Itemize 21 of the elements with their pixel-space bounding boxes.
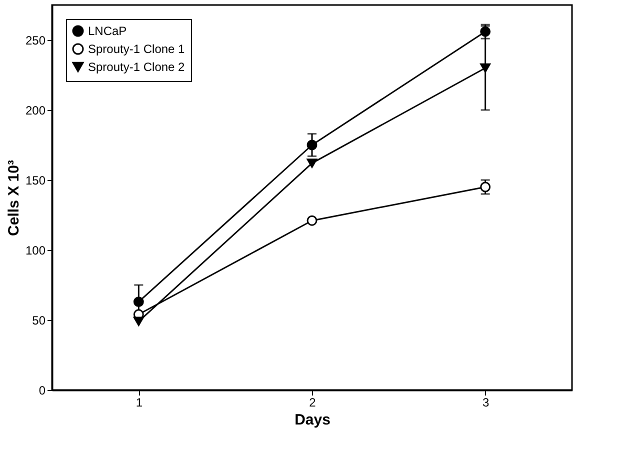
point [306, 158, 318, 168]
y-tick-label: 0 [38, 384, 46, 398]
y-tick-label: 150 [25, 174, 46, 188]
point [480, 63, 491, 73]
legend-label: Sprouty-1 Clone 1 [88, 42, 186, 56]
legend-label: LNCaP [88, 24, 127, 38]
x-tick-label: 1 [136, 396, 143, 410]
y-tick-label: 200 [25, 104, 46, 118]
y-tick-label: 100 [25, 244, 46, 258]
x-tick-label: 2 [309, 396, 316, 410]
legend-label: Sprouty-1 Clone 2 [88, 60, 186, 74]
x-axis-title: Days [294, 412, 330, 428]
point [133, 316, 144, 326]
y-axis-title: Cells X 10³ [5, 160, 22, 236]
point [306, 140, 318, 150]
point [480, 182, 491, 192]
x-tick-label: 3 [482, 396, 490, 410]
y-tick-label: 50 [32, 314, 46, 328]
point [133, 296, 144, 308]
point [306, 215, 318, 226]
y-tick-label: 250 [25, 34, 46, 48]
